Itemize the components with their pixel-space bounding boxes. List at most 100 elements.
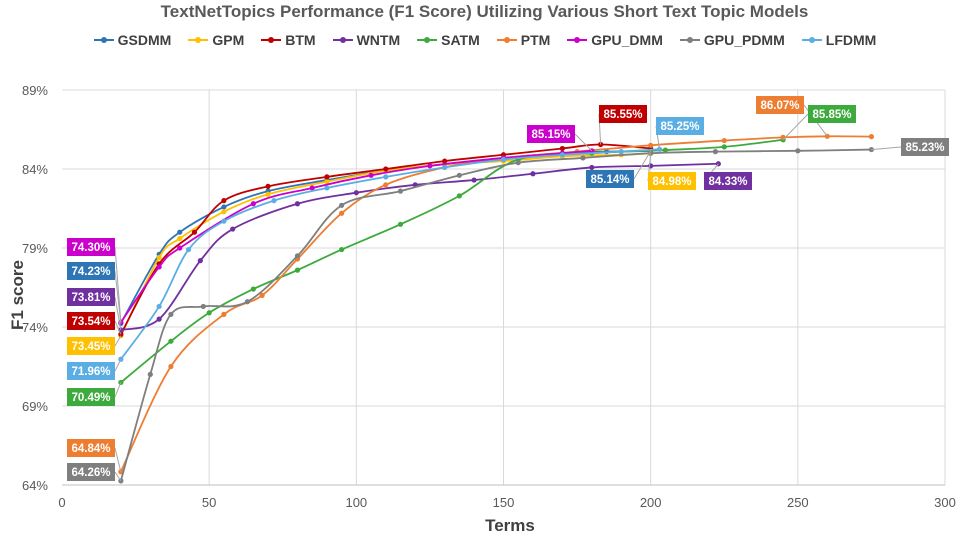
data-point-gpm: [221, 209, 227, 215]
data-point-lfdmm: [221, 218, 227, 224]
start-value-label-leader: [114, 296, 122, 331]
legend-swatch: [93, 37, 114, 43]
end-value-label-leader: [574, 133, 593, 152]
data-point-satm: [662, 147, 668, 153]
data-point-wntm: [294, 201, 301, 207]
data-point-ptm: [868, 134, 875, 140]
end-value-label: 85.15%: [531, 129, 570, 141]
series-line-gpu_dmm: [120, 149, 592, 323]
end-value-label-box: [756, 96, 804, 114]
y-tick-label: 79%: [22, 241, 48, 256]
data-point-lfdmm: [500, 156, 507, 163]
end-value-label-box: [648, 172, 696, 190]
data-point-satm: [294, 267, 301, 273]
x-tick-label: 0: [58, 495, 65, 510]
data-point-gpu_pdmm: [648, 150, 654, 156]
start-value-label: 70.49%: [71, 392, 110, 404]
data-point-gpu_dmm: [309, 185, 315, 191]
legend-item-satm: SATM: [416, 32, 480, 48]
start-value-label-leader: [114, 320, 122, 335]
legend-swatch: [496, 37, 517, 43]
legend: GSDMM GPM BTM WNTM SATM PTM GPU_DMM GPU_PDMM LFD…: [0, 32, 969, 48]
data-point-ptm: [168, 363, 174, 370]
series-line-wntm: [120, 162, 719, 331]
start-value-label-box: [67, 238, 115, 256]
end-value-label-box: [586, 170, 634, 188]
start-value-label-box: [67, 388, 115, 406]
start-value-label-box: [67, 337, 115, 355]
data-point-gpu_pdmm: [200, 303, 206, 310]
y-axis-label: F1 score: [8, 260, 27, 330]
x-tick-label: 150: [493, 495, 515, 510]
data-point-satm: [168, 338, 174, 344]
data-point-wntm: [589, 164, 595, 171]
data-point-lfdmm: [271, 198, 277, 204]
x-tick-label: 250: [787, 495, 809, 510]
data-point-ptm: [339, 210, 345, 216]
data-point-gpu_dmm: [177, 245, 183, 251]
data-point-lfdmm: [559, 152, 565, 158]
data-point-gpm: [324, 179, 330, 185]
x-axis-label: Terms: [485, 516, 535, 535]
end-value-label-box: [704, 172, 752, 190]
data-point-lfdmm: [383, 174, 389, 180]
end-value-label: 84.33%: [708, 176, 747, 188]
legend-item-lfdmm: LFDMM: [801, 32, 877, 48]
end-value-label: 85.25%: [660, 121, 699, 133]
start-value-label: 73.81%: [71, 292, 110, 304]
data-point-wntm: [156, 316, 162, 322]
data-point-btm: [265, 183, 271, 189]
legend-label: BTM: [285, 32, 316, 48]
legend-label: PTM: [520, 32, 551, 48]
start-value-label-leader: [114, 359, 122, 372]
end-value-label-box: [527, 125, 575, 143]
start-value-label-leader: [114, 471, 122, 482]
data-point-wntm: [353, 190, 359, 196]
start-value-label: 64.26%: [71, 467, 110, 479]
data-point-gpm: [177, 235, 183, 242]
end-value-label: 84.98%: [652, 176, 691, 188]
end-value-label: 86.07%: [760, 100, 799, 112]
legend-label: GPU_PDMM: [703, 32, 785, 48]
start-value-label-box: [67, 439, 115, 457]
legend-swatch: [801, 37, 822, 43]
legend-label: WNTM: [356, 32, 401, 48]
data-point-wntm: [530, 171, 536, 177]
series-line-lfdmm: [120, 148, 660, 360]
legend-item-gpm: GPM: [187, 32, 244, 48]
y-tick-label: 69%: [22, 399, 48, 414]
start-value-label-leader: [114, 447, 122, 472]
data-point-satm: [721, 144, 727, 150]
x-tick-label: 300: [934, 495, 956, 510]
data-point-lfdmm: [185, 246, 192, 253]
start-value-label-box: [67, 312, 115, 330]
start-value-label-box: [67, 362, 115, 380]
legend-label: LFDMM: [825, 32, 877, 48]
data-point-btm: [442, 158, 448, 164]
data-point-ptm: [648, 142, 654, 148]
x-tick-label: 200: [640, 495, 662, 510]
data-point-gpu_pdmm: [147, 371, 153, 377]
end-value-label: 85.85%: [812, 109, 851, 121]
data-point-wntm: [230, 226, 236, 232]
start-value-label-leader: [114, 382, 122, 398]
x-tick-label: 100: [345, 495, 367, 510]
data-point-lfdmm: [618, 149, 624, 155]
start-value-label: 73.54%: [71, 316, 110, 328]
series-line-ptm: [120, 135, 872, 473]
data-point-gpu_pdmm: [795, 148, 801, 154]
data-point-gpu_pdmm: [168, 311, 174, 317]
start-value-label: 74.30%: [71, 242, 110, 254]
start-value-label: 71.96%: [71, 366, 110, 378]
legend-swatch: [332, 37, 353, 43]
end-value-label-leader: [782, 113, 809, 141]
legend-swatch: [417, 37, 438, 43]
legend-label: SATM: [441, 32, 480, 48]
series-line-gpu_pdmm: [119, 148, 872, 482]
data-point-lfdmm: [656, 146, 663, 152]
start-value-label-box: [67, 463, 115, 481]
end-value-label-box: [599, 105, 647, 123]
data-point-gpu_pdmm: [294, 253, 301, 259]
data-point-wntm: [471, 177, 477, 183]
legend-swatch: [261, 37, 282, 43]
